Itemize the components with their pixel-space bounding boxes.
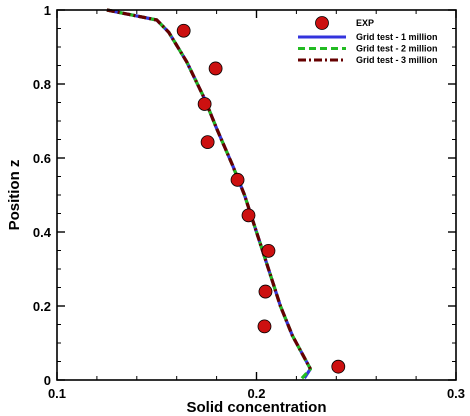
y-axis-title: Position z xyxy=(6,160,23,231)
y-tick-label: 1 xyxy=(44,3,51,18)
series-line-1 xyxy=(106,8,312,379)
exp-data-point xyxy=(200,135,215,149)
y-tick-label: 0.8 xyxy=(33,77,51,92)
exp-data-point xyxy=(241,208,256,223)
x-tick-label: 0.3 xyxy=(447,386,465,401)
legend-series-label-2: Grid test - 2 million xyxy=(356,44,438,54)
x-axis-title: Solid concentration xyxy=(186,399,326,416)
exp-data-point xyxy=(261,243,276,258)
exp-data-point xyxy=(208,61,223,76)
exp-data-point xyxy=(197,97,212,111)
series-line-3 xyxy=(106,8,312,370)
legend-series-label-3: Grid test - 3 million xyxy=(356,55,438,65)
legend-series-label-1: Grid test - 1 million xyxy=(356,32,438,42)
exp-data-point xyxy=(176,23,191,38)
points-layer xyxy=(176,23,346,374)
plot-frame xyxy=(56,9,457,381)
y-tick-label: 0.6 xyxy=(33,151,51,166)
legend-exp-symbol xyxy=(315,16,329,30)
y-tick-label: 0.4 xyxy=(33,225,52,240)
series-line-2 xyxy=(106,8,312,382)
y-tick-label: 0 xyxy=(44,373,51,388)
exp-data-point xyxy=(331,359,346,374)
ticks-layer: 0.1 0.2 0.3 0 0.2 0.4 0.6 0.8 1 xyxy=(33,3,465,401)
exp-data-point xyxy=(257,319,272,334)
y-tick-label: 0.2 xyxy=(33,299,51,314)
x-tick-label: 0.1 xyxy=(48,386,66,401)
series-layer xyxy=(106,8,312,382)
exp-data-point xyxy=(230,172,245,187)
legend: EXP Grid test - 1 million Grid test - 2 mi… xyxy=(298,16,438,65)
exp-data-point xyxy=(258,284,273,299)
x-tick-label: 0.2 xyxy=(247,386,265,401)
legend-exp-label: EXP xyxy=(356,18,374,28)
